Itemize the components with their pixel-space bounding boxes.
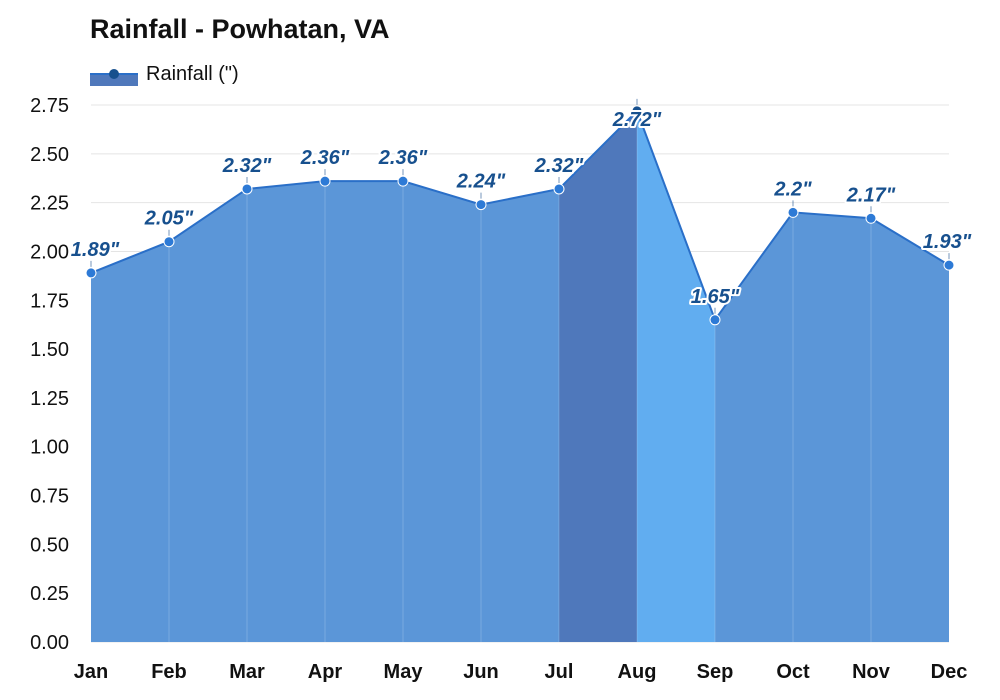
x-tick-label: Nov — [852, 661, 891, 683]
area-segment — [481, 188, 559, 642]
data-label: 2.36" — [300, 147, 350, 169]
data-point — [709, 314, 721, 326]
y-tick-label: 1.75 — [30, 290, 69, 312]
x-tick-label: Mar — [229, 661, 265, 683]
area-segment — [559, 110, 637, 643]
data-point — [397, 175, 409, 187]
area-segment — [247, 181, 325, 642]
data-point — [163, 236, 175, 248]
data-label: 2.32" — [534, 155, 584, 177]
y-tick-label: 0.00 — [30, 632, 69, 654]
x-tick-label: Aug — [618, 661, 657, 683]
area-segment — [169, 188, 247, 642]
area-segments — [91, 110, 949, 643]
x-tick-label: Oct — [776, 661, 810, 683]
data-label: 2.24" — [456, 171, 506, 193]
y-tick-label: 2.50 — [30, 144, 69, 166]
area-segment — [91, 241, 169, 642]
x-tick-label: Jan — [74, 661, 108, 683]
y-tick-label: 1.00 — [30, 437, 69, 459]
y-axis-ticks: 0.00 0.25 0.50 0.75 1.00 1.25 1.50 1.75 2.00 2.25… — [30, 95, 69, 654]
x-tick-label: Sep — [697, 661, 734, 683]
data-point — [475, 199, 487, 211]
chart-title: Rainfall - Powhatan, VA — [90, 14, 390, 44]
data-label: 2.72" — [612, 109, 662, 131]
data-label: 1.65" — [691, 286, 740, 308]
y-tick-label: 2.25 — [30, 193, 69, 215]
y-tick-label: 1.50 — [30, 339, 69, 361]
data-point — [865, 212, 877, 224]
data-label: 2.32" — [222, 155, 272, 177]
data-point — [553, 183, 565, 195]
data-label: 1.93" — [923, 231, 972, 253]
data-label: 1.89" — [71, 239, 120, 261]
data-point — [85, 267, 97, 279]
x-axis-ticks: Jan Feb Mar Apr May Jun Jul Aug Sep Oct Nov Dec — [74, 661, 968, 683]
y-tick-label: 0.75 — [30, 486, 69, 508]
data-point — [241, 183, 253, 195]
area-segment — [871, 218, 949, 642]
data-label: 2.05" — [144, 208, 194, 230]
y-tick-label: 2.75 — [30, 95, 69, 117]
data-label: 2.17" — [846, 184, 896, 206]
area-segment — [403, 181, 481, 642]
y-tick-label: 1.25 — [30, 388, 69, 410]
y-tick-label: 0.25 — [30, 583, 69, 605]
area-segment — [637, 110, 715, 643]
area-segment — [715, 212, 793, 642]
area-segment — [793, 212, 871, 642]
legend-label: Rainfall (") — [146, 62, 239, 85]
y-tick-label: 2.00 — [30, 241, 69, 263]
x-tick-label: Jun — [463, 661, 499, 683]
data-labels: 1.89" 2.05" 2.32" 2.36" 2.36" 2.24" 2.32" 2.72"… — [69, 107, 974, 310]
data-point — [787, 206, 799, 218]
legend-swatch-icon — [90, 62, 138, 86]
data-point — [943, 259, 955, 271]
legend[interactable]: Rainfall (") — [90, 60, 239, 88]
area-segment — [325, 181, 403, 642]
x-tick-label: Dec — [931, 661, 968, 683]
rainfall-line — [90, 109, 950, 322]
x-tick-label: Jul — [545, 661, 574, 683]
data-point — [631, 105, 643, 117]
month-dividers — [168, 110, 872, 642]
y-tick-label: 0.50 — [30, 534, 69, 556]
data-label: 2.2" — [773, 178, 812, 200]
x-tick-label: May — [384, 661, 424, 683]
x-tick-label: Apr — [308, 661, 343, 683]
data-point — [319, 175, 331, 187]
data-points — [85, 98, 955, 326]
x-tick-label: Feb — [151, 661, 187, 683]
data-label: 2.36" — [378, 147, 428, 169]
